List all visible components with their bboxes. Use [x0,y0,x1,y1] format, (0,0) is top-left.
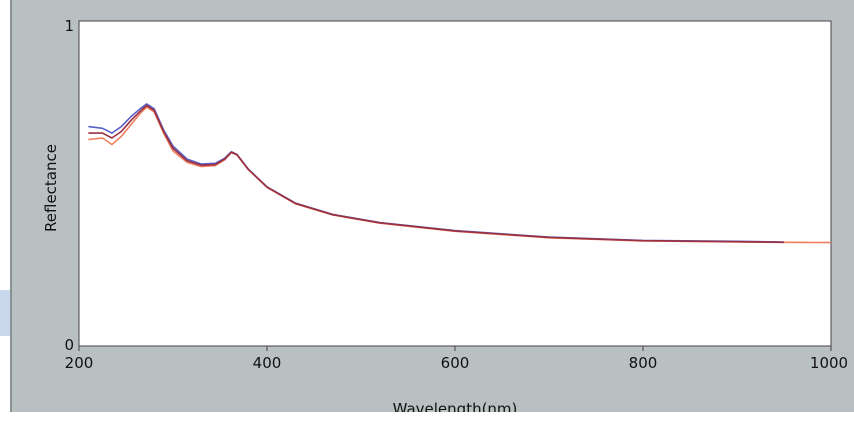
plot-area [78,20,832,347]
y-tick-label: 1 [64,17,74,35]
x-tick-label: 200 [65,354,94,372]
x-tick-label: 400 [253,354,282,372]
x-tick-label: 800 [629,354,658,372]
x-tick-label: 600 [441,354,470,372]
tick-layer: 200 400 600 800 1000 0 1 [64,17,848,372]
y-axis-title: Reflectance [42,144,60,232]
series-layer [88,103,832,244]
x-tick-label: 1000 [810,354,848,372]
y-tick-label: 0 [64,336,74,354]
series-line-3 [88,104,785,244]
side-tab [0,290,10,336]
bottom-strip [0,412,854,421]
